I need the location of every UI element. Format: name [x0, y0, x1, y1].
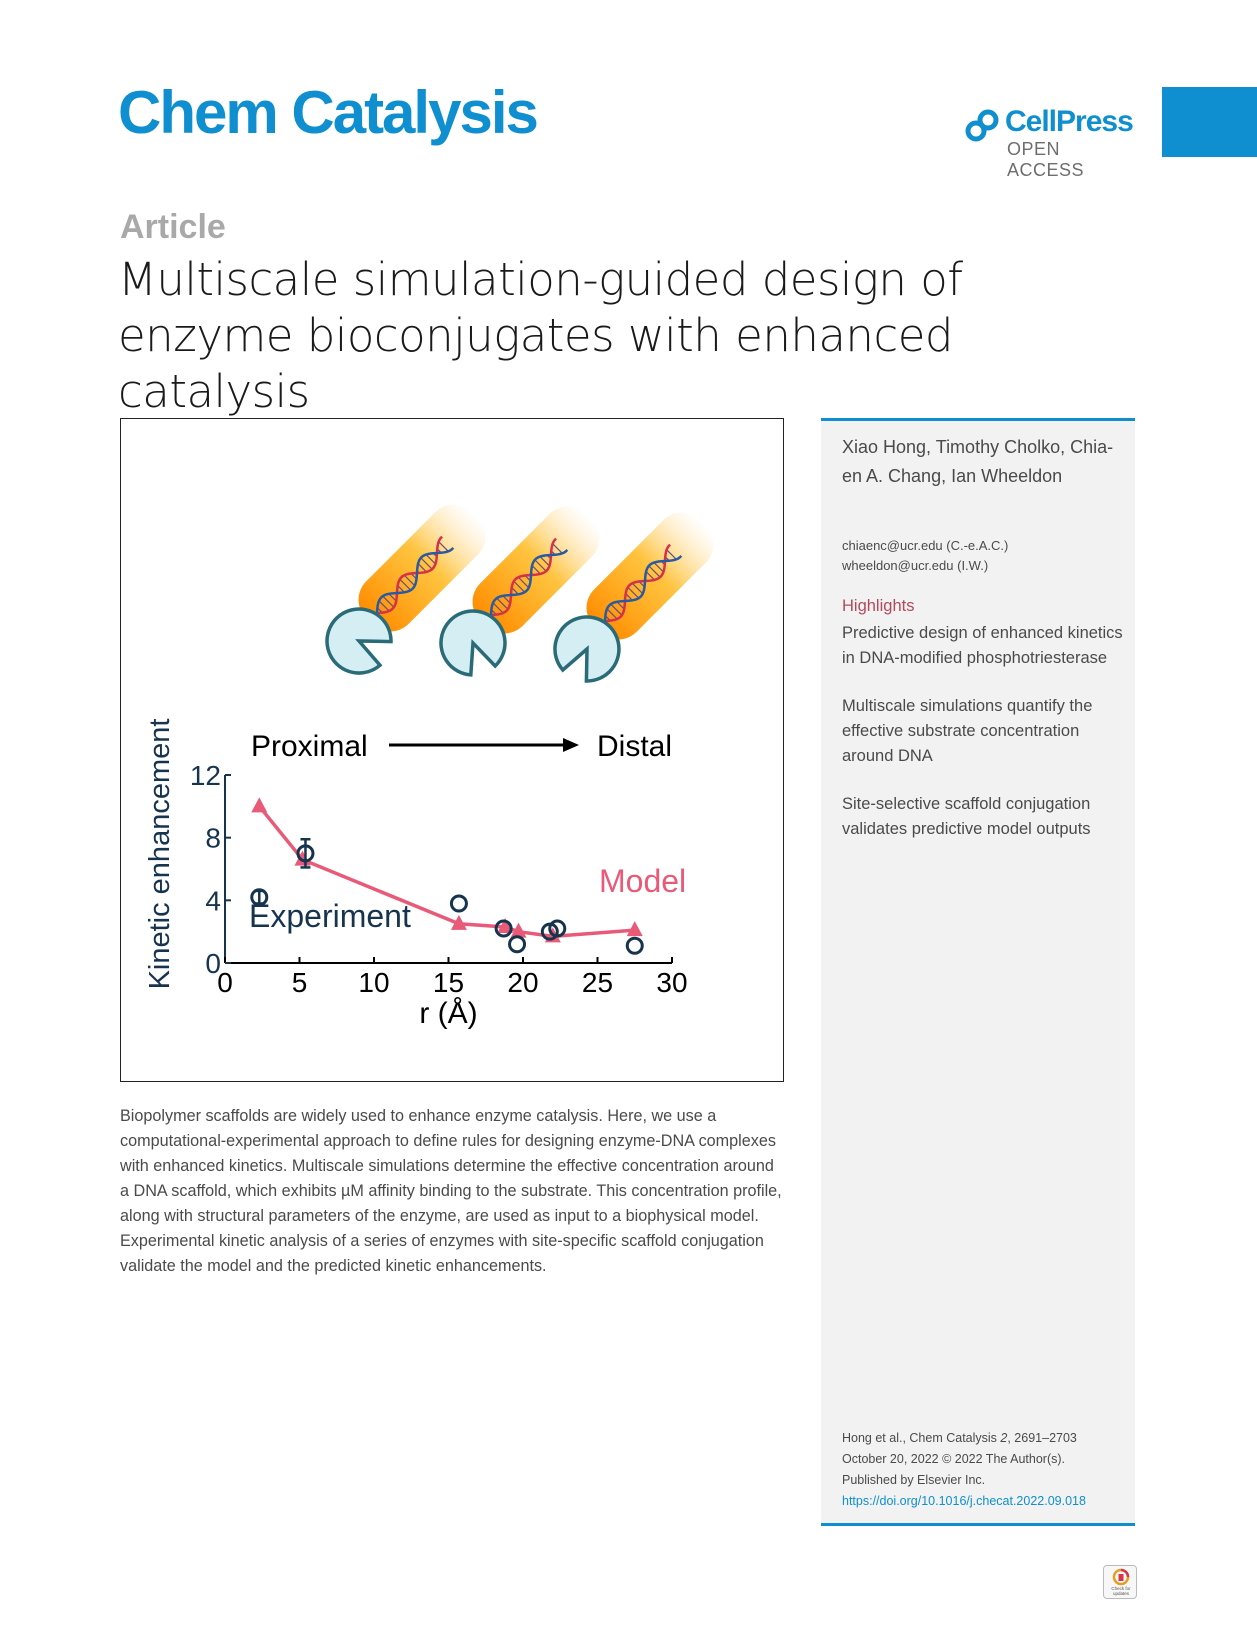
check-for-updates-button[interactable]: Check for updates — [1103, 1565, 1137, 1599]
enzyme-dna-conjugate — [439, 506, 600, 677]
emails: chiaenc@ucr.edu (C.-e.A.C.) wheeldon@ucr… — [842, 536, 1008, 576]
highlight-item: Predictive design of enhanced kinetics i… — [842, 624, 1123, 667]
proximal-distal-arrow: Proximal Distal — [251, 730, 672, 763]
publisher-name: CellPress — [1005, 105, 1134, 138]
citation-date: October 20, 2022 © 2022 The Author(s). — [842, 1452, 1066, 1466]
experiment-point — [449, 894, 468, 913]
x-tick-label: 25 — [582, 967, 613, 998]
x-axis-label: r (Å) — [419, 997, 477, 1030]
dna-helix-icon — [375, 535, 455, 615]
enzyme-icon — [325, 607, 393, 675]
model-point — [450, 914, 467, 930]
section-label: Article — [120, 208, 226, 246]
x-tick-label: 0 — [217, 967, 233, 998]
highlight-item: Multiscale simulations quantify the effe… — [842, 697, 1093, 765]
article-title: Multiscale simulation-guided design of e… — [118, 252, 1138, 420]
cellpress-mark-icon — [965, 109, 999, 142]
x-tick-label: 15 — [433, 967, 464, 998]
kinetic-plot: 0 5 10 15 20 25 30 0 4 8 12 r (Å) Kinetic enhancemen… — [144, 719, 688, 1030]
y-tick-label: 12 — [190, 760, 221, 791]
y-tick-label: 8 — [205, 823, 221, 854]
model-point — [497, 917, 514, 933]
x-tick-label: 10 — [358, 967, 389, 998]
experiment-point — [494, 919, 513, 938]
experiment-point — [625, 936, 644, 955]
highlights-list: Predictive design of enhanced kinetics i… — [842, 621, 1127, 865]
model-point — [251, 797, 268, 813]
dna-helix-icon — [489, 537, 569, 617]
x-tick-label: 30 — [656, 967, 687, 998]
arrow-label-proximal: Proximal — [251, 730, 368, 763]
citation-pages: , 2691–2703 — [1007, 1431, 1077, 1445]
email-2[interactable]: wheeldon@ucr.edu (I.W.) — [842, 558, 989, 573]
arrow-label-distal: Distal — [597, 730, 672, 763]
arrow-head — [563, 738, 579, 752]
y-tick-label: 4 — [205, 885, 221, 916]
check-updates-icon — [1112, 1568, 1130, 1586]
enzyme-icon — [553, 615, 621, 683]
model-point — [626, 921, 643, 937]
experiment-label: Experiment — [249, 898, 411, 934]
title-line-2: enzyme bioconjugates with enhanced catal… — [118, 309, 953, 418]
corner-tab — [1162, 87, 1257, 157]
y-tick-label: 0 — [205, 948, 221, 979]
enzyme-icon — [439, 609, 507, 677]
experiment-point — [548, 919, 567, 938]
experiment-point — [508, 935, 527, 954]
citation-volume: 2 — [1000, 1431, 1008, 1445]
citation-publisher: Published by Elsevier Inc. — [842, 1473, 986, 1487]
open-access-label: OPEN ACCESS — [1007, 139, 1085, 180]
check-updates-label: Check for updates — [1111, 1586, 1131, 1596]
model-point — [510, 922, 527, 938]
cellpress-logo[interactable]: CellPress OPEN ACCESS — [965, 105, 1134, 180]
enzyme-dna-conjugate — [553, 512, 714, 683]
citation-ref: Hong et al., Chem Catalysis 2, 2691–2703 — [842, 1428, 1086, 1449]
citation-ref-prefix: Hong et al., Chem Catalysis — [842, 1431, 1001, 1445]
experiment-point — [296, 844, 315, 863]
graphical-abstract-svg: Proximal Distal 0 5 10 15 20 25 30 0 4 8 12 r (Å) Ki… — [144, 504, 714, 1030]
abstract-text: Biopolymer scaffolds are widely used to … — [120, 1107, 782, 1275]
x-tick-label: 5 — [292, 967, 308, 998]
highlights-heading: Highlights — [842, 597, 915, 615]
highlight-item: Site-selective scaffold conjugation vali… — [842, 795, 1091, 838]
email-1[interactable]: chiaenc@ucr.edu (C.-e.A.C.) — [842, 538, 1009, 553]
authors: Xiao Hong, Timothy Cholko, Chia-en A. Ch… — [842, 437, 1114, 486]
enzyme-dna-conjugate — [325, 504, 486, 675]
title-line-1: Multiscale simulation-guided design of — [118, 253, 963, 306]
dna-helix-icon — [603, 543, 683, 623]
y-axis-label: Kinetic enhancement — [144, 719, 176, 990]
graphical-abstract: Proximal Distal 0 5 10 15 20 25 30 0 4 8 12 r (Å) Ki… — [120, 418, 784, 1082]
x-tick-label: 20 — [507, 967, 538, 998]
experiment-point — [250, 888, 269, 907]
journal-title: Chem Catalysis — [118, 79, 539, 146]
citation: Hong et al., Chem Catalysis 2, 2691–2703… — [842, 1428, 1086, 1512]
sidebar: Xiao Hong, Timothy Cholko, Chia-en A. Ch… — [821, 418, 1135, 1526]
enzyme-illustrations — [325, 504, 714, 683]
doi-link[interactable]: https://doi.org/10.1016/j.checat.2022.09… — [842, 1494, 1086, 1508]
model-label: Model — [599, 863, 686, 899]
